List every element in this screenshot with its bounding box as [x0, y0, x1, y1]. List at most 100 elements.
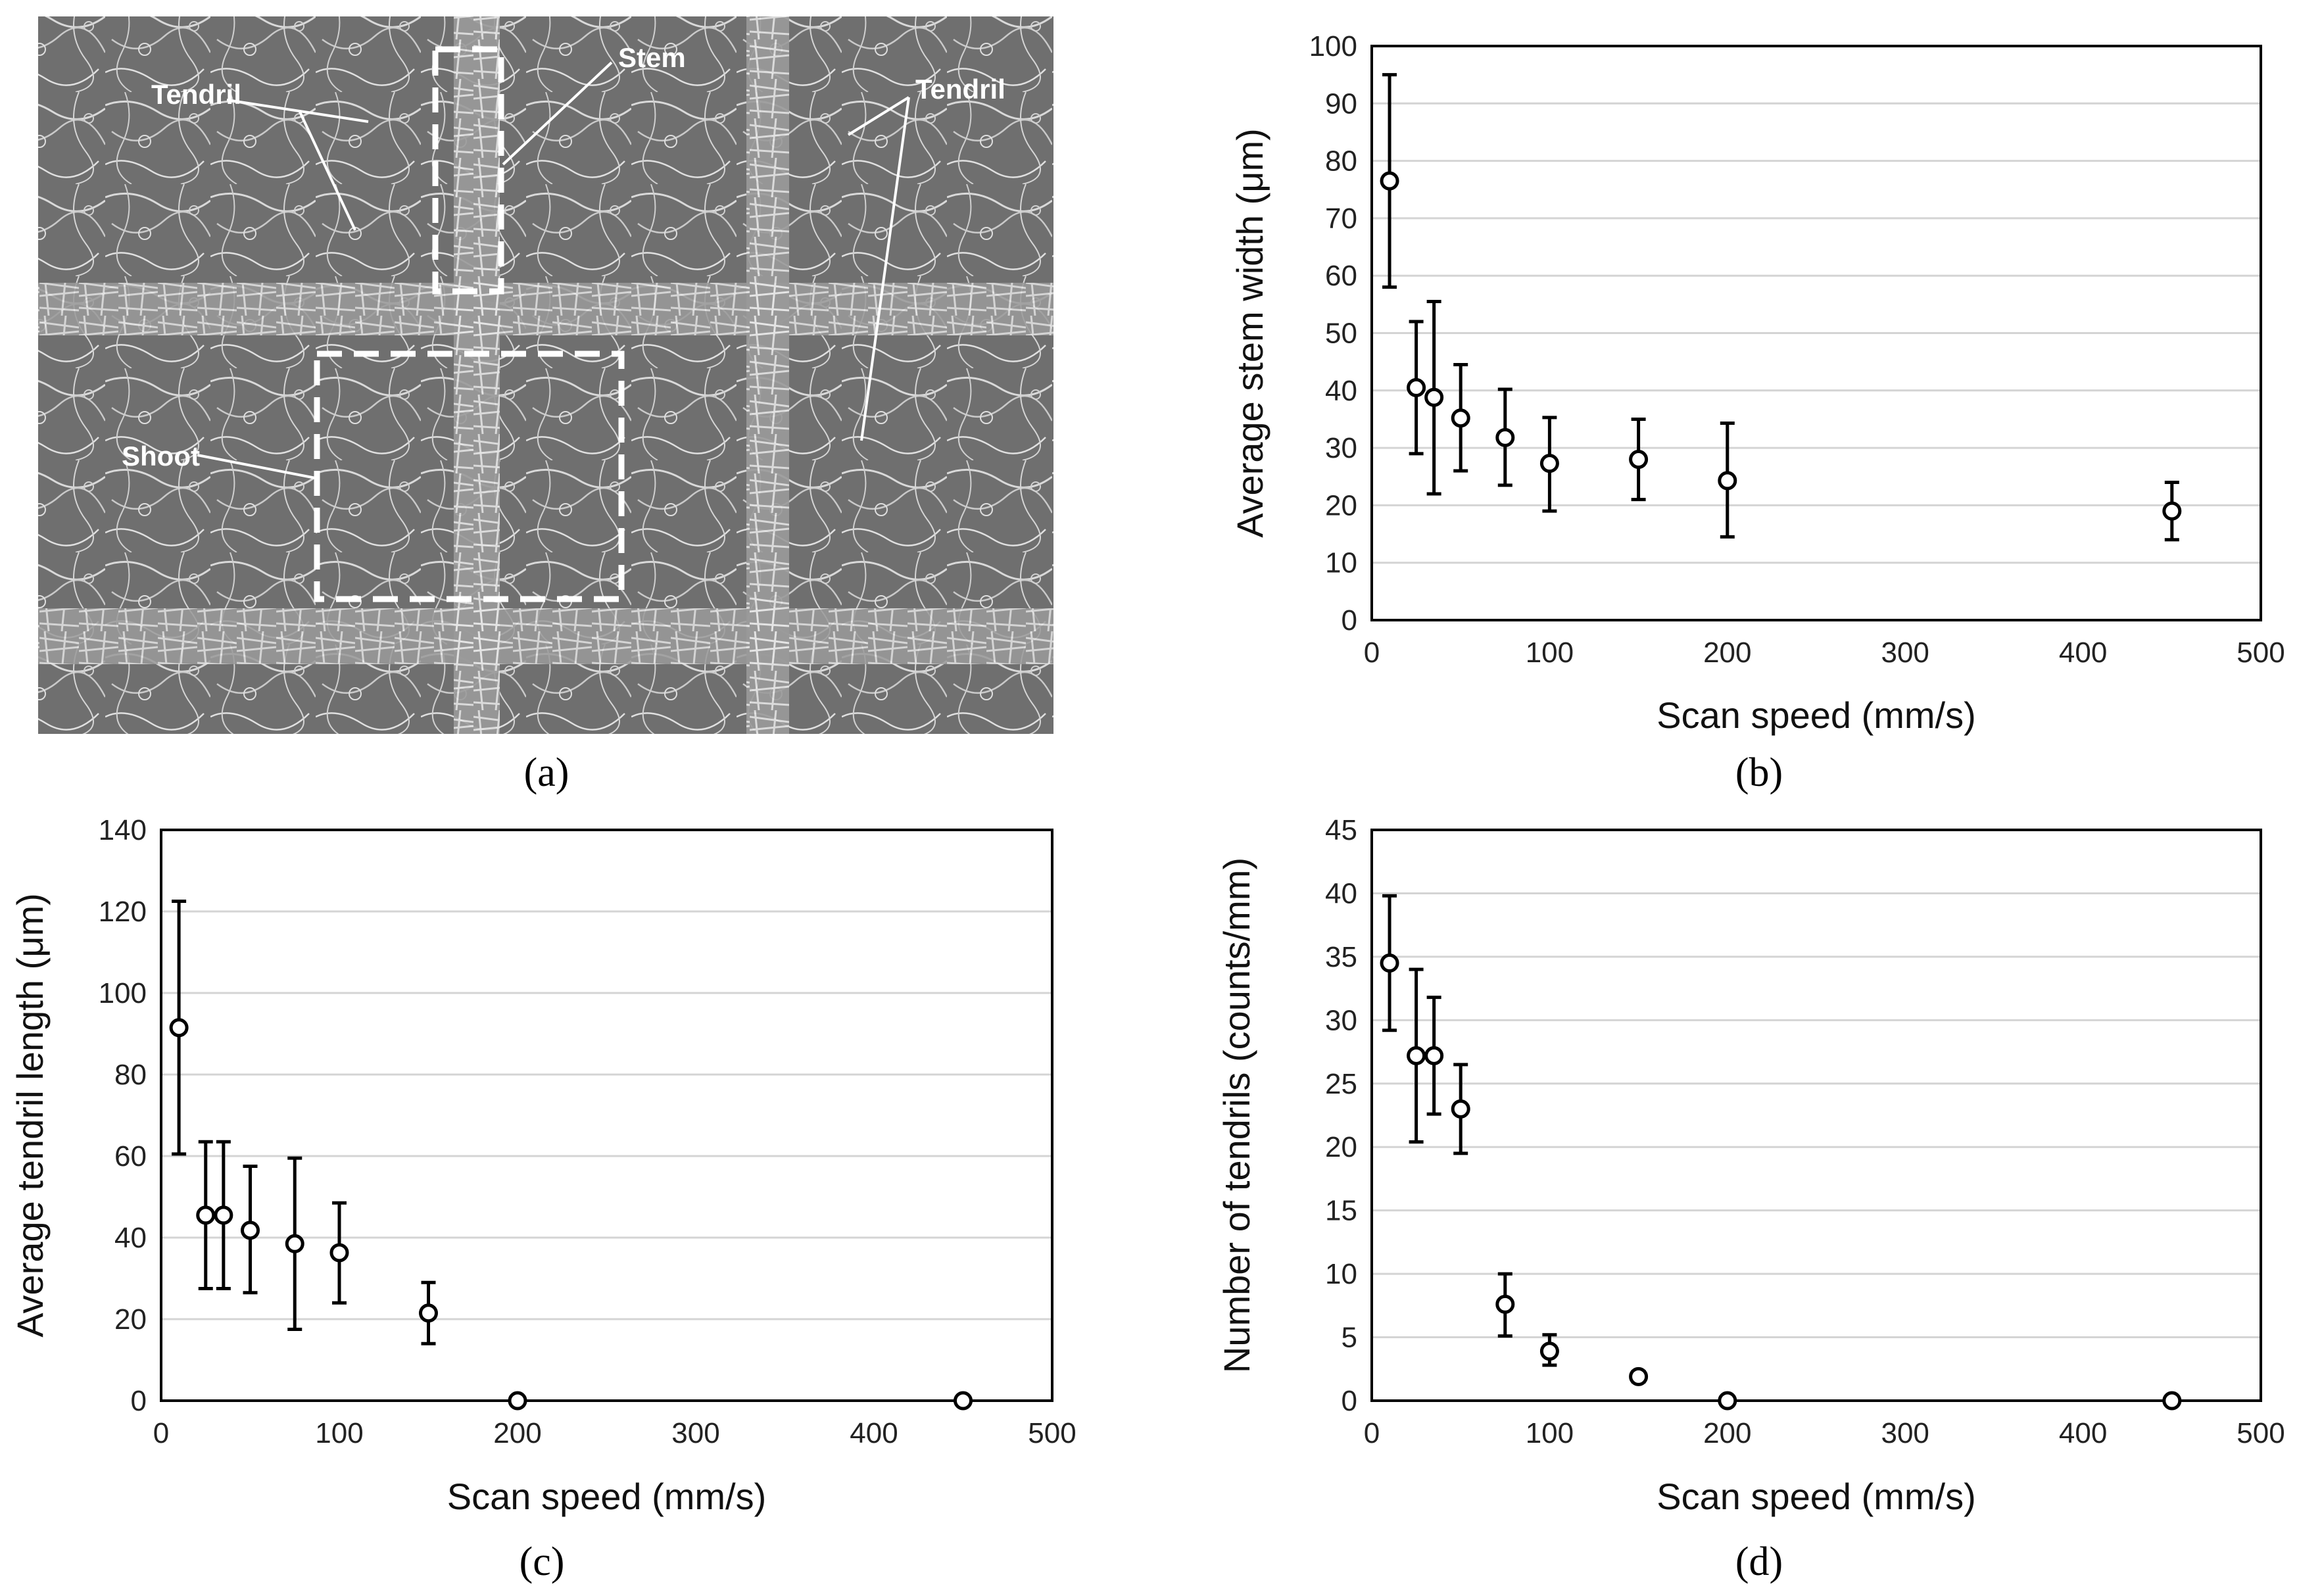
x-tick-label: 100 [1526, 1417, 1574, 1449]
data-point [1407, 377, 1426, 397]
y-tick-label: 70 [1325, 203, 1357, 235]
x-tick-label: 300 [671, 1417, 719, 1449]
data-point [1424, 387, 1444, 407]
y-tick-label: 40 [114, 1222, 147, 1254]
data-point [196, 1205, 216, 1225]
data-point [1539, 1342, 1559, 1361]
y-axis-title: Number of tendrils (counts/mm) [1216, 858, 1257, 1373]
data-point [1380, 954, 1399, 973]
plot-frame [1370, 45, 2262, 621]
x-axis-title: Scan speed (mm/s) [1657, 1476, 1976, 1517]
y-tick-label: 35 [1325, 941, 1357, 973]
y-tick-label: 15 [1325, 1195, 1357, 1227]
stem-region-box [432, 46, 504, 295]
sem-label-tendril-left: Tendril [151, 79, 241, 110]
data-point [214, 1205, 233, 1225]
data-point [1718, 1391, 1737, 1411]
data-point [1539, 454, 1559, 473]
sem-label-stem: Stem [618, 42, 686, 73]
sem-track-horizontal-2 [38, 608, 1053, 664]
x-tick-label: 500 [1028, 1417, 1076, 1449]
y-tick-label: 30 [1325, 432, 1357, 464]
x-tick-label: 400 [2059, 1417, 2107, 1449]
chart-stem-width: 0 10 20 30 40 50 60 70 80 90 100 0 100 200 300 400 500 Sc… [1229, 30, 2285, 736]
x-axis-title: Scan speed (mm/s) [447, 1476, 767, 1517]
y-tick-label: 60 [1325, 260, 1357, 292]
data-point [1629, 1366, 1649, 1386]
plot-frame [160, 829, 1053, 1402]
y-tick-label: 0 [1342, 1385, 1357, 1417]
y-tick-label: 5 [1342, 1322, 1357, 1354]
y-tick-label: 120 [99, 896, 147, 928]
panel-label-a: (a) [524, 750, 569, 795]
y-tick-label: 60 [114, 1140, 147, 1173]
x-tick-label: 0 [1364, 637, 1380, 669]
x-tick-label: 100 [315, 1417, 363, 1449]
data-point [1495, 1294, 1515, 1314]
x-tick-label: 100 [1526, 637, 1574, 669]
chart-tendril-count: 0 5 10 15 20 25 30 35 40 45 0 100 200 300 400 500 Scan s… [1216, 814, 2285, 1517]
data-point [285, 1234, 304, 1253]
data-point [329, 1243, 349, 1263]
data-point [2162, 501, 2182, 521]
panel-label-b: (b) [1735, 750, 1783, 795]
y-tick-label: 40 [1325, 375, 1357, 407]
sem-track-horizontal-1 [38, 283, 1053, 335]
data-point [2162, 1391, 2182, 1411]
x-tick-label: 200 [493, 1417, 541, 1449]
x-tick-label: 500 [2237, 1417, 2285, 1449]
data-point [1629, 450, 1649, 470]
y-tick-label: 10 [1325, 547, 1357, 579]
sem-label-tendril-right: Tendril [915, 74, 1005, 105]
panel-label-c: (c) [520, 1539, 565, 1584]
data-point [1495, 427, 1515, 447]
y-tick-label: 50 [1325, 318, 1357, 350]
data-point [1424, 1046, 1444, 1065]
y-tick-label: 20 [1325, 1131, 1357, 1163]
y-tick-label: 140 [99, 814, 147, 846]
y-tick-label: 45 [1325, 814, 1357, 846]
x-tick-label: 200 [1703, 637, 1751, 669]
data-point [1380, 171, 1399, 191]
data-point [419, 1303, 438, 1323]
x-tick-label: 400 [850, 1417, 898, 1449]
sem-track-vertical-2 [746, 16, 789, 734]
y-axis-title: Average stem width (μm) [1229, 128, 1270, 538]
x-tick-label: 0 [1364, 1417, 1380, 1449]
x-tick-label: 200 [1703, 1417, 1751, 1449]
y-tick-label: 0 [131, 1385, 147, 1417]
plot-frame [1370, 829, 2262, 1402]
y-tick-label: 80 [114, 1059, 147, 1091]
x-tick-label: 400 [2059, 637, 2107, 669]
annotation-arrows [197, 61, 910, 480]
y-tick-label: 20 [114, 1303, 147, 1336]
x-axis-title: Scan speed (mm/s) [1657, 694, 1976, 736]
y-tick-label: 10 [1325, 1258, 1357, 1290]
chart-tendril-length: 0 20 40 60 80 100 120 140 0 100 200 300 400 500 Scan s… [9, 814, 1076, 1517]
y-tick-label: 0 [1342, 604, 1357, 637]
data-point [1407, 1046, 1426, 1065]
shoot-region-box [314, 351, 625, 602]
data-point [169, 1018, 189, 1038]
sem-image-panel: Tendril Stem Tendril Shoot [38, 16, 1053, 734]
x-tick-label: 0 [153, 1417, 169, 1449]
sem-label-shoot: Shoot [122, 441, 200, 472]
y-tick-label: 90 [1325, 87, 1357, 120]
data-point [1718, 471, 1737, 491]
data-point [1451, 1099, 1470, 1119]
y-tick-label: 20 [1325, 489, 1357, 521]
x-tick-label: 500 [2237, 637, 2285, 669]
x-tick-label: 300 [1881, 637, 1929, 669]
sem-track-vertical-1 [454, 16, 500, 734]
data-point [1451, 408, 1470, 428]
data-point [954, 1391, 973, 1411]
y-tick-label: 30 [1325, 1004, 1357, 1036]
y-tick-label: 40 [1325, 877, 1357, 909]
data-point [241, 1221, 260, 1240]
y-tick-label: 100 [1309, 30, 1357, 62]
y-axis-title: Average tendril length (μm) [9, 893, 51, 1338]
data-point [508, 1391, 527, 1411]
y-tick-label: 100 [99, 977, 147, 1009]
panel-label-d: (d) [1735, 1539, 1783, 1584]
